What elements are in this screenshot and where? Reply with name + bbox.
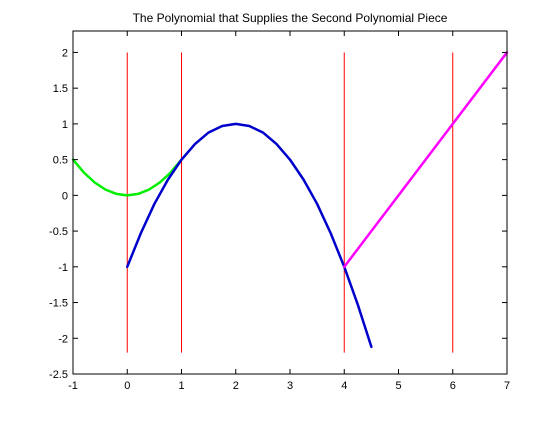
- y-tick-label: -2: [58, 333, 68, 345]
- y-tick-label: 2: [62, 47, 68, 59]
- x-tick-label: -1: [68, 380, 78, 392]
- series-layer: [71, 51, 509, 353]
- x-tick-label: 1: [178, 380, 184, 392]
- series-line-2: [343, 51, 509, 269]
- plot-frame: [72, 30, 508, 375]
- y-tick-label: 0: [62, 190, 68, 202]
- y-tick-label: -1.5: [49, 298, 68, 310]
- x-tick-label: 4: [341, 380, 347, 392]
- y-tick-label: 1: [62, 119, 68, 131]
- x-tick-label: 3: [287, 380, 293, 392]
- x-tick-label: 7: [504, 380, 510, 392]
- y-tick-label: -2.5: [49, 369, 68, 381]
- x-tick-label: 6: [450, 380, 456, 392]
- chart-title: The Polynomial that Supplies the Second …: [133, 11, 448, 25]
- y-tick-label: -1: [58, 262, 68, 274]
- series-line-1: [126, 122, 373, 349]
- x-tick-label: 0: [124, 380, 130, 392]
- ticks-layer: -1 0 1 2 3 4 5 6 7 -2.5 -2 -1.5 -1 -0.5 0 0.5 1 1.5 2: [49, 31, 510, 392]
- series-line-0: [71, 158, 183, 197]
- y-tick-label: -0.5: [49, 226, 68, 238]
- x-tick-label: 2: [233, 380, 239, 392]
- plot-area: [73, 31, 507, 374]
- y-tick-label: 0.5: [53, 155, 68, 167]
- y-tick-label: 1.5: [53, 83, 68, 95]
- x-tick-label: 5: [395, 380, 401, 392]
